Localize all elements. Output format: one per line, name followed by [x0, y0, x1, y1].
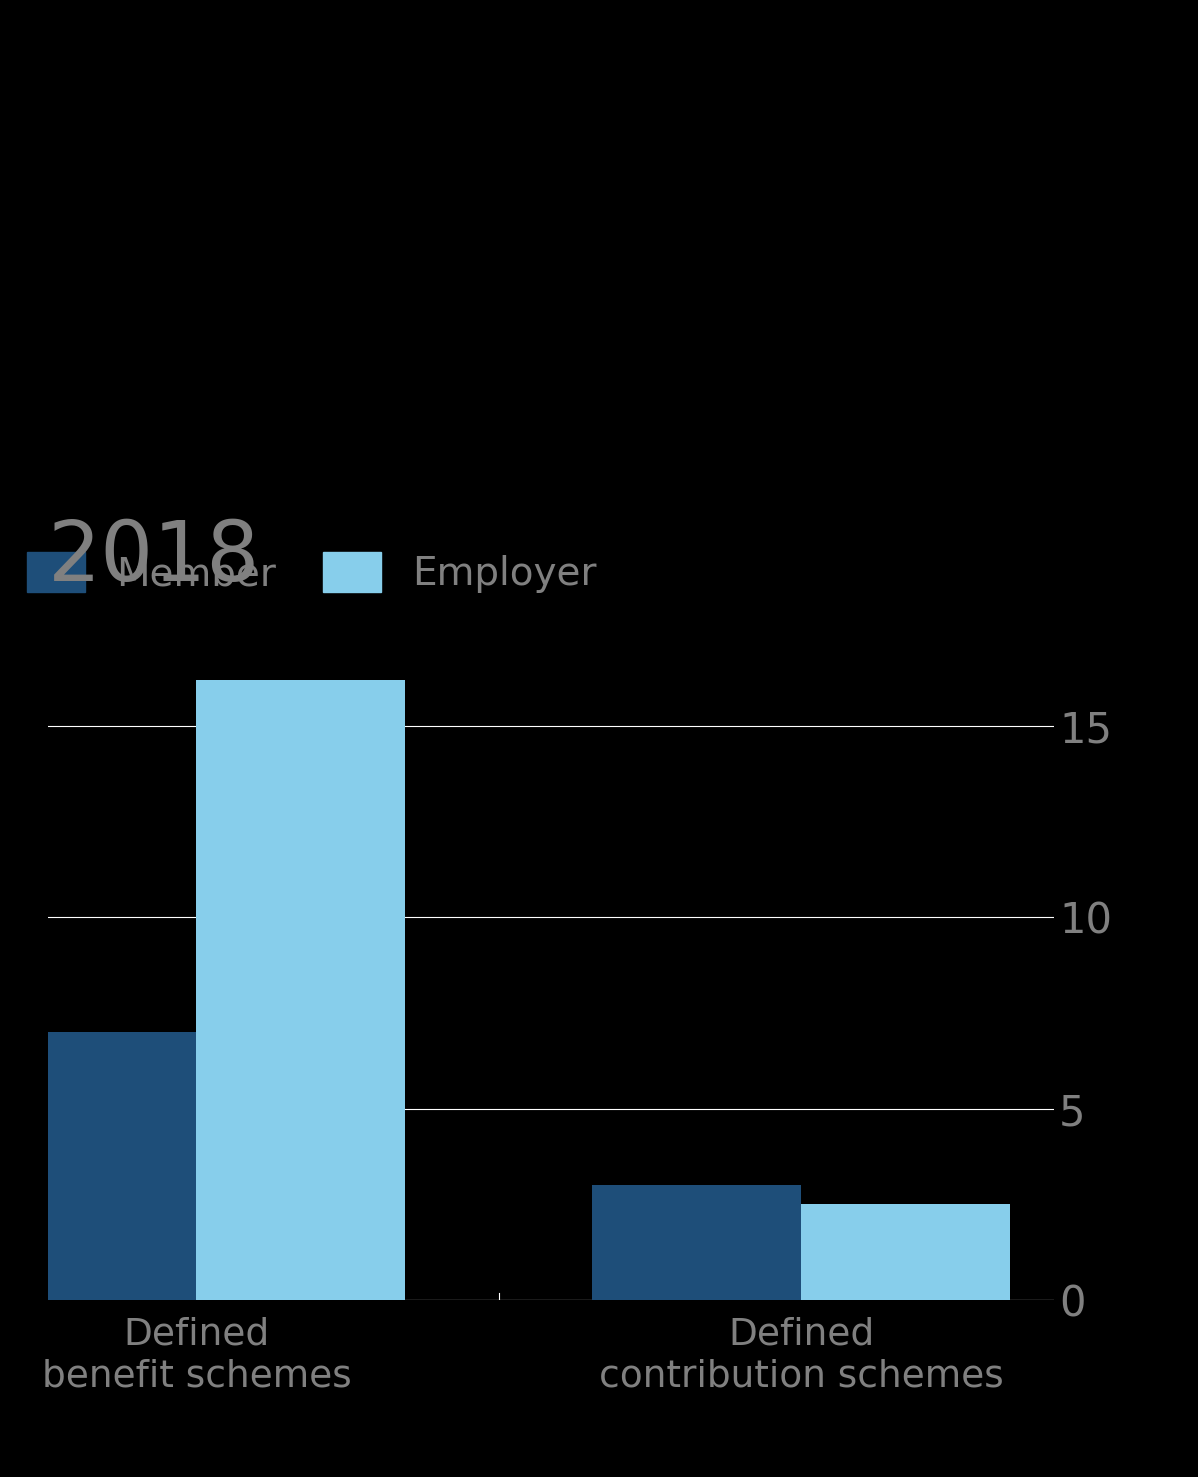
Bar — [196, 681, 405, 1300]
Legend: Member, Employer: Member, Employer — [28, 552, 597, 594]
Bar — [0, 1032, 196, 1300]
Text: 2018: 2018 — [48, 517, 260, 598]
Bar — [592, 1185, 801, 1300]
Bar — [801, 1204, 1010, 1300]
